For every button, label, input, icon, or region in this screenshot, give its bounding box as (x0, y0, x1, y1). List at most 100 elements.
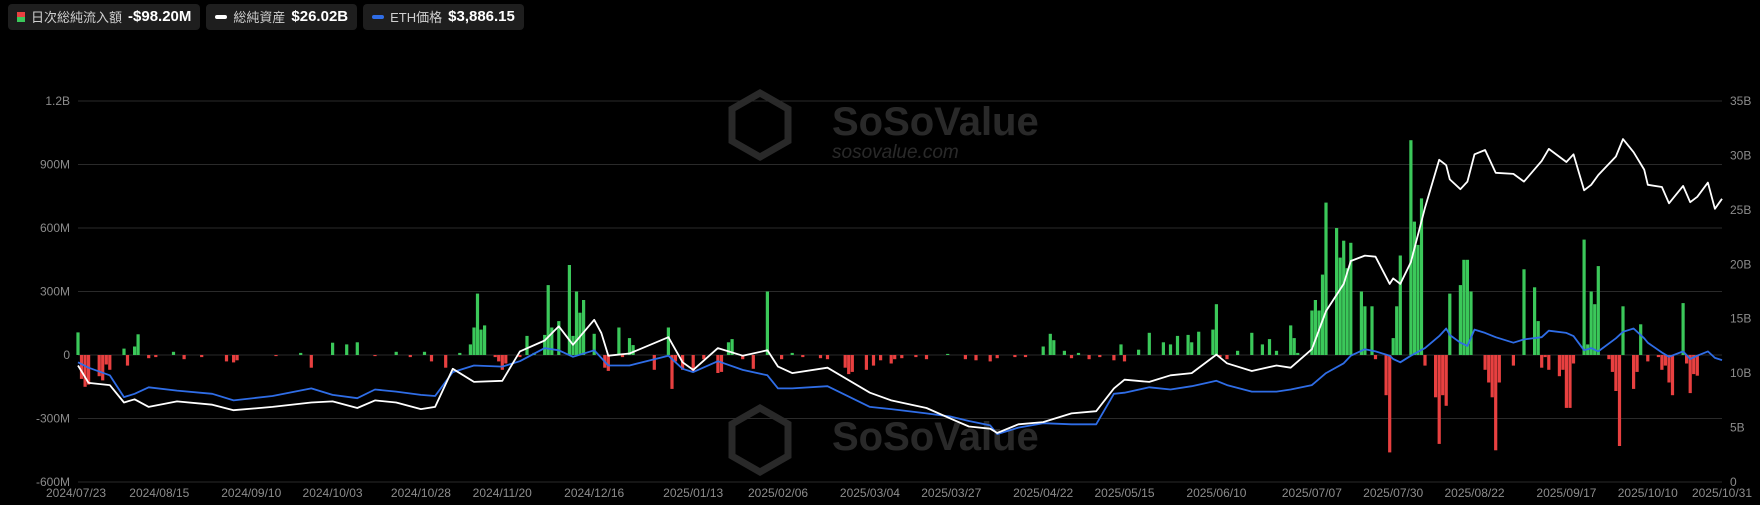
flow-bar (422, 351, 427, 355)
flow-bar (147, 355, 151, 359)
flow-bar (232, 355, 236, 363)
flow-bar (1373, 355, 1378, 360)
flow-bar (1296, 352, 1300, 355)
flow-bar (652, 355, 656, 370)
flow-bar (1589, 291, 1593, 355)
flow-bar (1260, 344, 1264, 355)
flow-bar (893, 355, 897, 360)
flow-bar (1098, 355, 1102, 358)
flow-bar (719, 355, 724, 372)
flow-bar (1310, 310, 1314, 355)
right-axis-tick-label: 15B (1730, 312, 1751, 326)
flow-bar (1416, 244, 1420, 355)
legend-item-eth-price[interactable]: ETH価格 $3,886.15 (363, 4, 524, 30)
flow-bar (1646, 355, 1650, 362)
flow-bar (1161, 342, 1165, 355)
daily-flow-bars (76, 140, 1699, 453)
flow-bar (1147, 332, 1151, 355)
flow-bar (606, 355, 610, 371)
watermark-logo-icon (728, 88, 792, 162)
flow-bar (79, 355, 84, 379)
flow-bar (1667, 355, 1671, 383)
flow-bar (497, 355, 501, 362)
flow-bar (1409, 140, 1413, 355)
x-axis-tick-label: 2024/09/10 (221, 486, 281, 500)
legend-item-daily-net-inflow[interactable]: 日次総純流入額 -$98.20M (8, 4, 201, 30)
flow-bar (673, 355, 678, 362)
flow-bar (87, 355, 91, 385)
flow-bar (1557, 355, 1561, 377)
flow-bar (691, 355, 695, 372)
x-axis-tick-label: 2025/03/04 (840, 486, 900, 500)
flow-bar (493, 355, 497, 358)
flow-bar (1250, 332, 1254, 355)
flow-bar (1370, 306, 1374, 355)
flow-bar (1533, 287, 1537, 355)
flow-bar (1175, 335, 1180, 355)
flow-bar (1137, 349, 1141, 355)
flow-bar (475, 293, 480, 355)
flow-bar (104, 355, 108, 365)
flow-bar (1412, 221, 1416, 355)
legend-item-total-net-assets[interactable]: 総純資産 $26.02B (206, 4, 358, 30)
flow-bar (83, 355, 87, 387)
flow-bar (988, 355, 992, 362)
flow-bar (1610, 355, 1614, 372)
flow-bar (1568, 355, 1572, 408)
flow-bar (171, 351, 176, 355)
flow-bar (1469, 291, 1473, 355)
flow-bar (525, 335, 529, 355)
flow-bar (1013, 355, 1017, 358)
flow-bar (543, 334, 547, 355)
legend-value-eth-price: $3,886.15 (448, 8, 515, 25)
flow-bar (125, 355, 130, 366)
right-axis-tick-label: 0 (1730, 475, 1737, 489)
flow-bar (879, 355, 883, 361)
flow-bar (1458, 285, 1462, 355)
flow-bar (1292, 338, 1296, 355)
line-swatch-icon (372, 14, 385, 19)
axis-labels: 1.2B 900M 600M 300M 0 -300M -600M 35B 30B 25B 20B 1… (36, 94, 1752, 500)
flow-bar (1437, 355, 1441, 444)
flow-bar (1122, 355, 1127, 362)
flow-bar (1632, 355, 1636, 389)
flow-bar (1338, 257, 1342, 355)
flow-bar (620, 355, 625, 358)
flow-bar (751, 355, 755, 369)
x-axis-tick-label: 2025/04/22 (1013, 486, 1073, 500)
flow-bar (864, 355, 868, 370)
flow-bar (1190, 342, 1194, 355)
left-axis-tick-label: 1.2B (45, 94, 70, 108)
flow-bar (299, 352, 303, 355)
flow-bar (1494, 355, 1498, 451)
flow-bar (1274, 350, 1279, 355)
flow-bar (108, 355, 112, 370)
x-axis-tick-label: 2024/10/03 (303, 486, 363, 500)
flow-bar (1607, 355, 1611, 360)
flow-bar (1670, 355, 1675, 396)
watermark: SoSoValue (728, 403, 1039, 477)
flow-bar (500, 355, 504, 370)
flow-bar (1363, 306, 1367, 355)
flow-bar (1543, 355, 1547, 358)
x-axis-tick-label: 2025/06/10 (1186, 486, 1246, 500)
flow-bar (1617, 355, 1622, 446)
flow-bar (1596, 266, 1600, 355)
flow-bar (914, 355, 918, 358)
left-axis-tick-label: 600M (40, 221, 70, 235)
flow-bar (1324, 202, 1328, 355)
flow-bar (726, 342, 731, 355)
chart-legend: 日次総純流入額 -$98.20M 総純資産 $26.02B ETH価格 $3,8… (8, 4, 524, 30)
x-axis-tick-label: 2025/08/22 (1444, 486, 1504, 500)
x-axis-tick-label: 2025/07/07 (1282, 486, 1342, 500)
flow-bar (741, 355, 745, 360)
legend-value-daily-net-inflow: -$98.20M (128, 8, 192, 25)
flow-bar (1621, 306, 1625, 355)
flow-bar (1423, 355, 1427, 366)
flow-bar (924, 355, 929, 360)
flow-bar (1112, 355, 1116, 361)
eth-price-line (77, 327, 1723, 435)
